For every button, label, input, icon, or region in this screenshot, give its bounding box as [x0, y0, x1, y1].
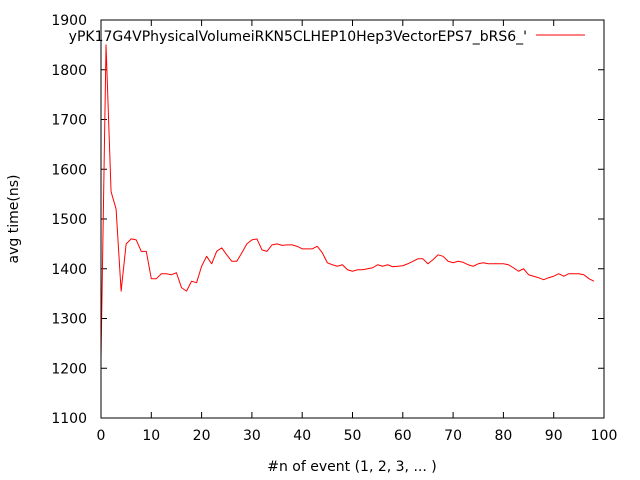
x-axis-label: #n of event (1, 2, 3, ... )	[267, 459, 436, 475]
x-tick-label: 100	[591, 428, 618, 444]
series-line	[100, 44, 595, 359]
y-tick-label: 1300	[51, 312, 87, 328]
plot-frame	[100, 19, 605, 419]
y-tick-label: 1600	[51, 162, 87, 178]
x-tick-label: 10	[142, 428, 160, 444]
y-tick-label: 1400	[51, 262, 87, 278]
x-tick-label: 40	[293, 428, 311, 444]
legend-label: yPK17G4VPhysicalVolumeiRKN5CLHEP10Hep3Ve…	[69, 29, 527, 45]
x-tick-label: 30	[243, 428, 261, 444]
y-tick-label: 1500	[51, 212, 87, 228]
x-tick-label: 0	[97, 428, 106, 444]
x-tick-label: 20	[193, 428, 211, 444]
y-tick-label: 1700	[51, 113, 87, 129]
x-tick-label: 90	[545, 428, 563, 444]
x-tick-label: 50	[344, 428, 362, 444]
y-axis-ticks: 1100 1200 1300 1400 1500 1600 1700 1800 1900	[51, 13, 604, 427]
x-tick-label: 80	[494, 428, 512, 444]
y-tick-label: 1100	[51, 411, 87, 427]
x-tick-label: 60	[394, 428, 412, 444]
legend: yPK17G4VPhysicalVolumeiRKN5CLHEP10Hep3Ve…	[69, 29, 585, 45]
y-tick-label: 1900	[51, 13, 87, 29]
x-tick-label: 70	[444, 428, 462, 444]
y-tick-label: 1200	[51, 361, 87, 377]
x-axis-ticks: 0 10 20 30 40 50 60 70 80 90 100	[97, 20, 618, 444]
y-tick-label: 1800	[51, 63, 87, 79]
series-layer	[100, 44, 595, 359]
y-axis-label: avg time(ns)	[6, 175, 22, 264]
